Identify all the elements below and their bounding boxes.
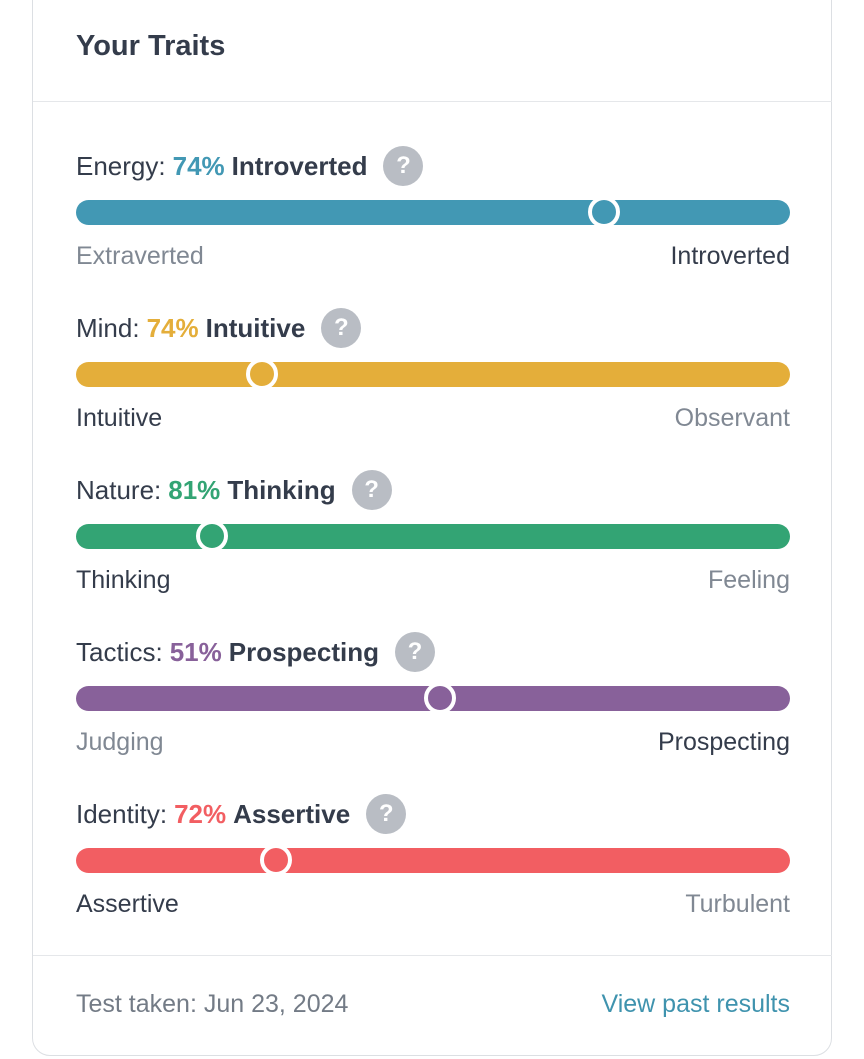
- trait-percent: 74%: [146, 312, 199, 343]
- trait-name: Mind:: [76, 312, 140, 343]
- side-label-left: Intuitive: [76, 404, 163, 432]
- traits-card: [32, 0, 832, 1056]
- trait-marker: [245, 358, 278, 390]
- trait-marker: [424, 682, 457, 714]
- divider: [33, 101, 832, 102]
- trait-bar: [76, 362, 790, 387]
- past-results-link[interactable]: View past results: [601, 990, 790, 1018]
- trait-bar: [76, 848, 790, 873]
- help-icon[interactable]: ?: [321, 308, 362, 348]
- trait-name: Tactics:: [76, 636, 163, 667]
- trait-result: Prospecting: [228, 636, 379, 667]
- trait-name: Nature:: [76, 474, 162, 505]
- side-label-right: Turbulent: [685, 890, 790, 918]
- help-icon[interactable]: ?: [366, 794, 407, 834]
- side-label-right: Introverted: [670, 242, 790, 270]
- trait-name: Energy:: [76, 150, 166, 181]
- card-title: Your Traits: [76, 30, 226, 62]
- help-icon[interactable]: ?: [351, 470, 392, 510]
- test-date: Test taken: Jun 23, 2024: [76, 990, 349, 1018]
- trait-result: Introverted: [231, 150, 368, 181]
- help-icon[interactable]: ?: [394, 632, 435, 672]
- trait-result: Assertive: [233, 798, 351, 829]
- side-label-right: Observant: [674, 404, 790, 432]
- divider: [33, 955, 832, 956]
- trait-heading: Identity: 72% Assertive?: [76, 794, 407, 834]
- help-icon[interactable]: ?: [383, 146, 424, 186]
- trait-heading: Nature: 81% Thinking?: [76, 470, 392, 510]
- side-label-left: Extraverted: [76, 242, 204, 270]
- side-label-left: Thinking: [76, 566, 171, 594]
- trait-heading: Tactics: 51% Prospecting?: [76, 632, 435, 672]
- side-label-left: Assertive: [76, 890, 179, 918]
- trait-percent: 72%: [174, 798, 227, 829]
- trait-result: Thinking: [227, 474, 336, 505]
- trait-heading: Energy: 74% Introverted?: [76, 146, 424, 186]
- trait-percent: 51%: [169, 636, 222, 667]
- side-label-left: Judging: [76, 728, 164, 756]
- trait-bar: [76, 524, 790, 549]
- side-label-right: Prospecting: [657, 728, 790, 756]
- trait-heading: Mind: 74% Intuitive?: [76, 308, 362, 348]
- trait-marker: [195, 520, 228, 552]
- trait-percent: 74%: [172, 150, 225, 181]
- trait-marker: [588, 196, 621, 228]
- trait-result: Intuitive: [205, 312, 306, 343]
- trait-marker: [259, 844, 292, 876]
- side-label-right: Feeling: [708, 566, 790, 594]
- trait-name: Identity:: [76, 798, 168, 829]
- trait-bar: [76, 200, 790, 225]
- trait-percent: 81%: [168, 474, 221, 505]
